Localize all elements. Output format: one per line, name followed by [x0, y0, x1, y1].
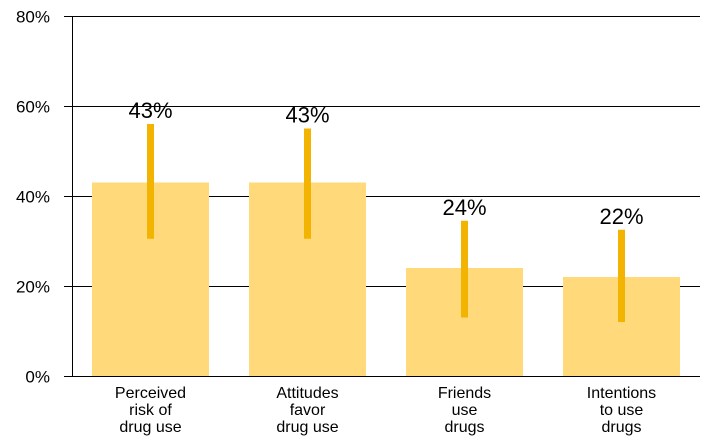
data-label: 43% [128, 98, 172, 123]
x-category-label: Perceived risk of drug use [115, 385, 186, 436]
y-tick-label: 20% [16, 278, 50, 297]
error-bars [147, 124, 625, 322]
data-label: 22% [599, 204, 643, 229]
y-tick-label: 80% [16, 8, 50, 27]
data-label: 24% [442, 195, 486, 220]
x-category-label: Friends use drugs [438, 385, 491, 436]
y-tick-labels: 0% 20% 40% 60% 80% [16, 8, 50, 387]
x-category-label: Attitudes favor drug use [276, 385, 338, 436]
axes [72, 16, 700, 377]
y-tick-label: 40% [16, 188, 50, 207]
bars [92, 182, 680, 376]
data-label: 43% [285, 103, 329, 128]
x-category-labels: Perceived risk of drug use Attitudes favor dr… [115, 385, 656, 436]
y-tick-label: 60% [16, 98, 50, 117]
data-labels: 43% 43% 24% 22% [128, 98, 643, 229]
x-category-label: Intentions to use drugs [587, 385, 656, 436]
y-tick-label: 0% [25, 368, 50, 387]
